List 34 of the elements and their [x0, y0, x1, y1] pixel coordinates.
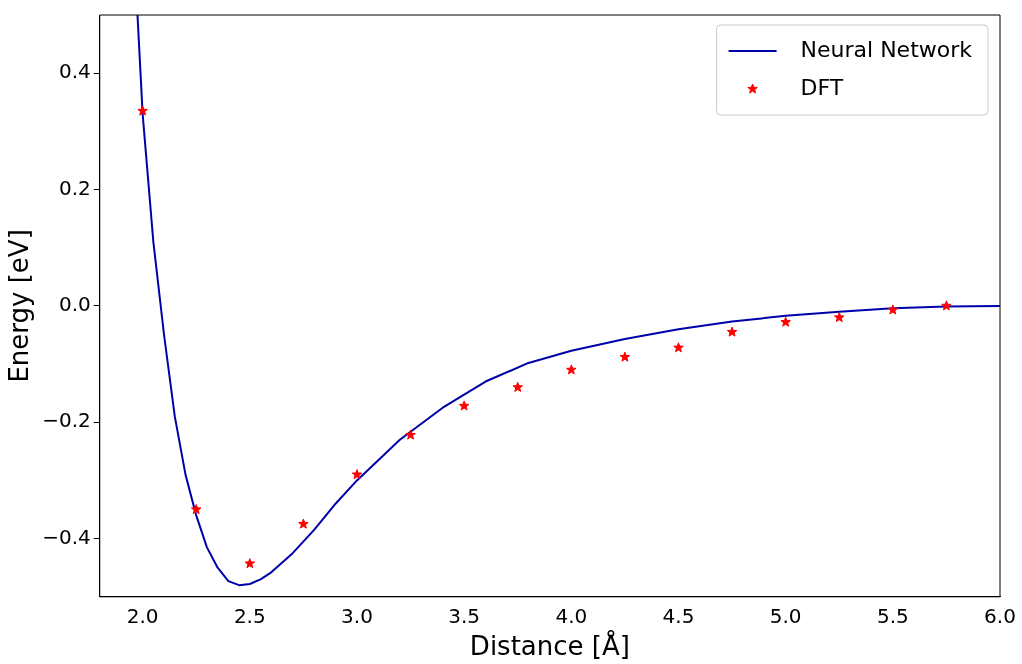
- x-tick-label: 2.0: [126, 604, 159, 628]
- point: [190, 504, 202, 515]
- point: [726, 326, 738, 337]
- point: [673, 342, 684, 353]
- x-tick-label: 2.5: [233, 604, 266, 628]
- x-tick-label: 4.5: [662, 604, 695, 628]
- point: [298, 518, 309, 529]
- point: [244, 558, 256, 569]
- legend-label: DFT: [800, 74, 844, 100]
- point: [780, 316, 791, 327]
- point: [137, 105, 148, 116]
- point: [941, 300, 952, 311]
- x-axis-title: Distance [Å]: [469, 630, 630, 662]
- y-tick-label: 0.0: [58, 292, 91, 317]
- point: [833, 312, 845, 323]
- x-tick-label: 4.0: [555, 604, 588, 628]
- point: [351, 469, 363, 480]
- x-tick-label: 5.0: [769, 604, 802, 628]
- point: [887, 304, 899, 315]
- point: [458, 400, 470, 411]
- y-tick-label: 0.2: [58, 175, 91, 200]
- x-tick-label: 3.5: [448, 604, 481, 628]
- y-tick-label: −0.4: [42, 524, 91, 549]
- point: [405, 429, 416, 440]
- legend-label: Neural Network: [800, 36, 973, 62]
- x-tick-label: 5.5: [876, 604, 909, 628]
- point: [619, 351, 631, 362]
- point: [566, 364, 577, 375]
- y-tick-label: 0.4: [58, 59, 91, 84]
- x-tick-label: 6.0: [984, 604, 1016, 628]
- y-axis-title: Energy [eV]: [4, 229, 35, 383]
- y-tick-label: −0.2: [42, 408, 91, 433]
- point: [512, 381, 523, 392]
- x-tick-label: 3.0: [341, 604, 373, 628]
